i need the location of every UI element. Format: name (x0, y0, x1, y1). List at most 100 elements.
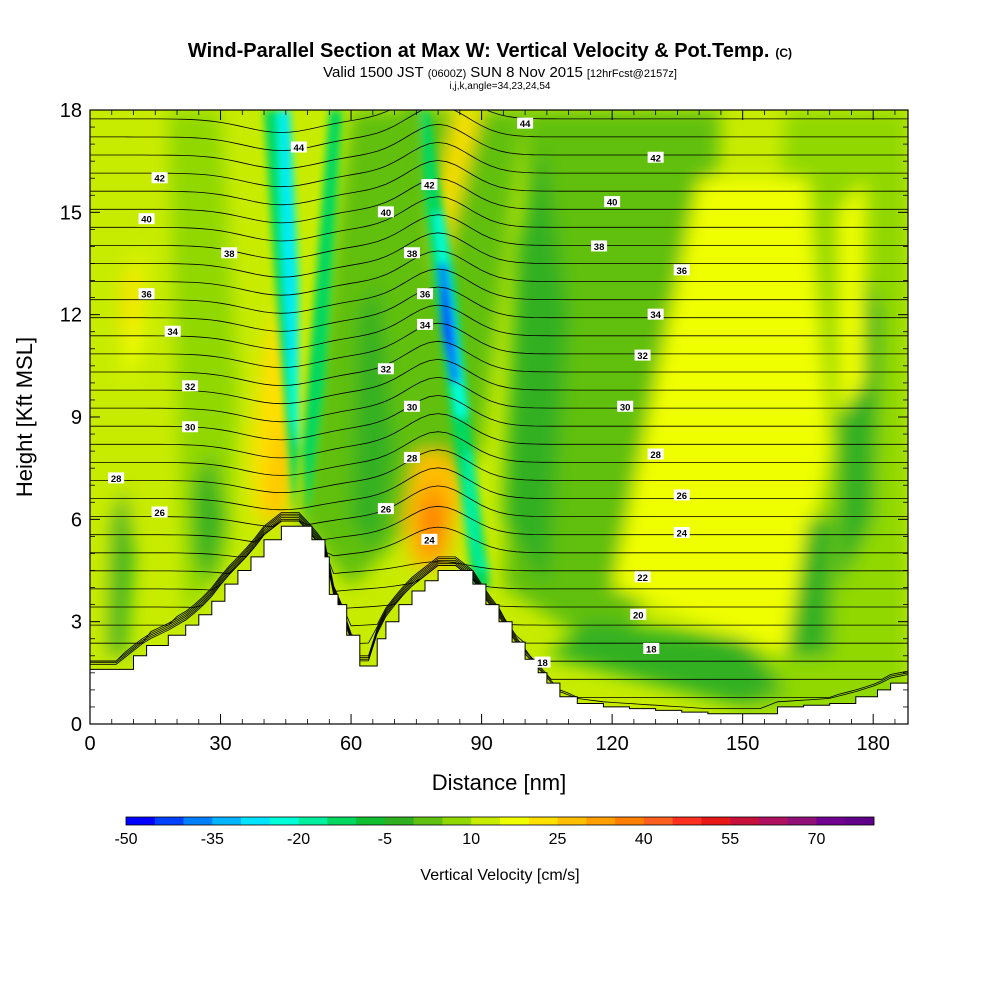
theta-label-box (673, 526, 690, 538)
velocity-region (168, 110, 238, 622)
theta-label-text: 24 (676, 528, 687, 539)
colorbar-swatch (241, 817, 271, 825)
x-tick-label: 30 (209, 733, 231, 755)
theta-label: 44 (517, 117, 534, 130)
theta-label: 40 (138, 213, 155, 226)
theta-label-text: 44 (294, 143, 305, 154)
colorbar-tick-label: 40 (635, 831, 653, 848)
theta-label: 42 (151, 172, 168, 185)
y-tick-label: 6 (71, 509, 82, 531)
chart-indices: i,j,k,angle=34,23,24,54 (450, 81, 551, 92)
theta-label-text: 44 (520, 119, 531, 130)
theta-label-text: 28 (111, 474, 122, 485)
theta-label-text: 28 (650, 450, 661, 461)
colorbar-swatch (298, 817, 328, 825)
theta-label: 40 (604, 196, 621, 209)
theta-contour-labels: 18 18 20 22 24 24 26 26 26 28 28 28 30 30 30 32 32 32 34 34… (108, 117, 690, 669)
theta-label-box (421, 533, 438, 545)
theta-contour-line (90, 141, 908, 188)
theta-label-box (591, 240, 608, 252)
x-tick-label: 120 (595, 733, 628, 755)
colorbar-swatch (845, 817, 875, 825)
colorbar-swatch (384, 817, 414, 825)
theta-label-box (517, 117, 534, 129)
terrain (90, 525, 908, 724)
theta-label-box (634, 571, 651, 583)
velocity-region (420, 492, 443, 547)
theta-label: 40 (377, 206, 394, 219)
theta-label: 42 (647, 151, 664, 164)
theta-contour-line (90, 467, 908, 511)
theta-contour-line (90, 395, 908, 441)
colorbar-tick-label: -20 (287, 831, 310, 848)
theta-contour-line (90, 250, 908, 296)
theta-label: 36 (138, 288, 155, 301)
y-axis-label: Height [Kft MSL] (12, 337, 37, 497)
x-tick-label: 150 (726, 733, 759, 755)
theta-label-text: 36 (141, 290, 152, 301)
theta-label-box (634, 349, 651, 361)
velocity-region (786, 519, 835, 656)
y-tick-label: 0 (71, 714, 82, 736)
theta-contour-line (90, 160, 908, 206)
theta-contour-line (90, 268, 908, 314)
theta-contour-line (90, 110, 908, 133)
colorbar-tick-label: -35 (201, 831, 224, 848)
x-axis: 0 30 60 90 120 150 180 (84, 110, 896, 755)
theta-label-box (417, 318, 434, 330)
theta-label-box (290, 141, 307, 153)
theta-label-text: 34 (650, 310, 661, 321)
theta-label-box (673, 264, 690, 276)
velocity-core (440, 287, 452, 366)
colorbar-tick-label: -5 (378, 831, 392, 848)
theta-label: 28 (647, 448, 664, 461)
theta-label-text: 40 (607, 198, 618, 209)
theta-contour-line (90, 520, 908, 575)
theta-label: 26 (377, 503, 394, 516)
theta-label: 44 (290, 141, 307, 154)
theta-contour-line (90, 505, 908, 543)
theta-label: 24 (673, 526, 690, 539)
theta-label-text: 40 (381, 208, 392, 219)
theta-label-text: 38 (407, 249, 418, 260)
theta-label-box (421, 179, 438, 191)
theta-contour-line (90, 376, 908, 423)
theta-label-box (534, 656, 551, 668)
theta-label-box (647, 151, 664, 163)
velocity-region (264, 417, 291, 520)
colorbar-swatch (816, 817, 846, 825)
theta-label-box (630, 608, 647, 620)
theta-label: 30 (182, 421, 199, 434)
theta-label-box (617, 400, 634, 412)
velocity-core (403, 110, 421, 213)
theta-label-box (377, 503, 394, 515)
colorbar-swatch (701, 817, 731, 825)
colorbar-swatch (643, 817, 673, 825)
colorbar-tick-label: -50 (114, 831, 137, 848)
theta-contour-line (90, 232, 908, 278)
theta-label-box (403, 451, 420, 463)
theta-label-text: 32 (185, 382, 196, 393)
x-tick-label: 180 (857, 733, 890, 755)
theta-label: 28 (108, 472, 125, 485)
colorbar-tick-label: 10 (462, 831, 480, 848)
theta-label-text: 36 (676, 266, 687, 277)
y-tick-label: 18 (60, 100, 82, 122)
colorbar-swatch (615, 817, 645, 825)
theta-label-box (151, 506, 168, 518)
chart-subtitle: Valid 1500 JST (0600Z) SUN 8 Nov 2015 [12hr… (323, 64, 677, 81)
theta-label: 18 (534, 656, 551, 669)
x-tick-label: 0 (84, 733, 95, 755)
theta-label-box (403, 247, 420, 259)
theta-label-box (417, 288, 434, 300)
chart-title: Wind-Parallel Section at Max W: Vertical… (188, 40, 792, 62)
theta-contour-line (90, 431, 908, 476)
y-tick-label: 12 (60, 305, 82, 327)
colorbar-swatch (758, 817, 788, 825)
colorbar-swatch (500, 817, 530, 825)
theta-label-box (673, 489, 690, 501)
theta-label: 32 (634, 349, 651, 362)
theta-label-text: 34 (420, 320, 431, 331)
theta-label-box (221, 247, 238, 259)
